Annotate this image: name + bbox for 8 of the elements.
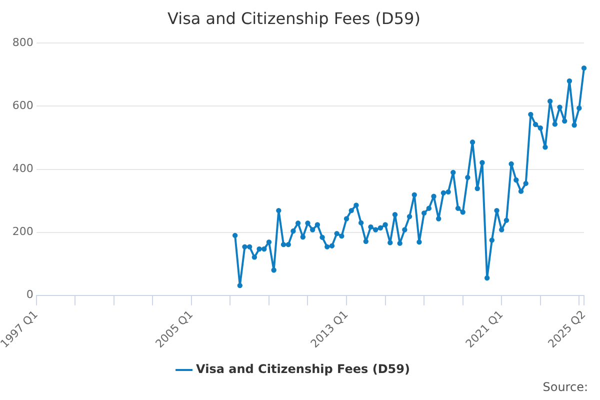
y-tick-label: 0	[26, 288, 34, 302]
y-tick-label: 600	[12, 99, 34, 112]
y-tick-label: 400	[12, 162, 34, 176]
y-tick-label: 200	[12, 225, 34, 238]
chart-title: Visa and Citizenship Fees (D59)	[168, 8, 420, 28]
y-tick-label: 800	[12, 36, 34, 50]
legend-label: Visa and Citizenship Fees (D59)	[196, 362, 410, 376]
source-note: Source:	[542, 380, 588, 394]
